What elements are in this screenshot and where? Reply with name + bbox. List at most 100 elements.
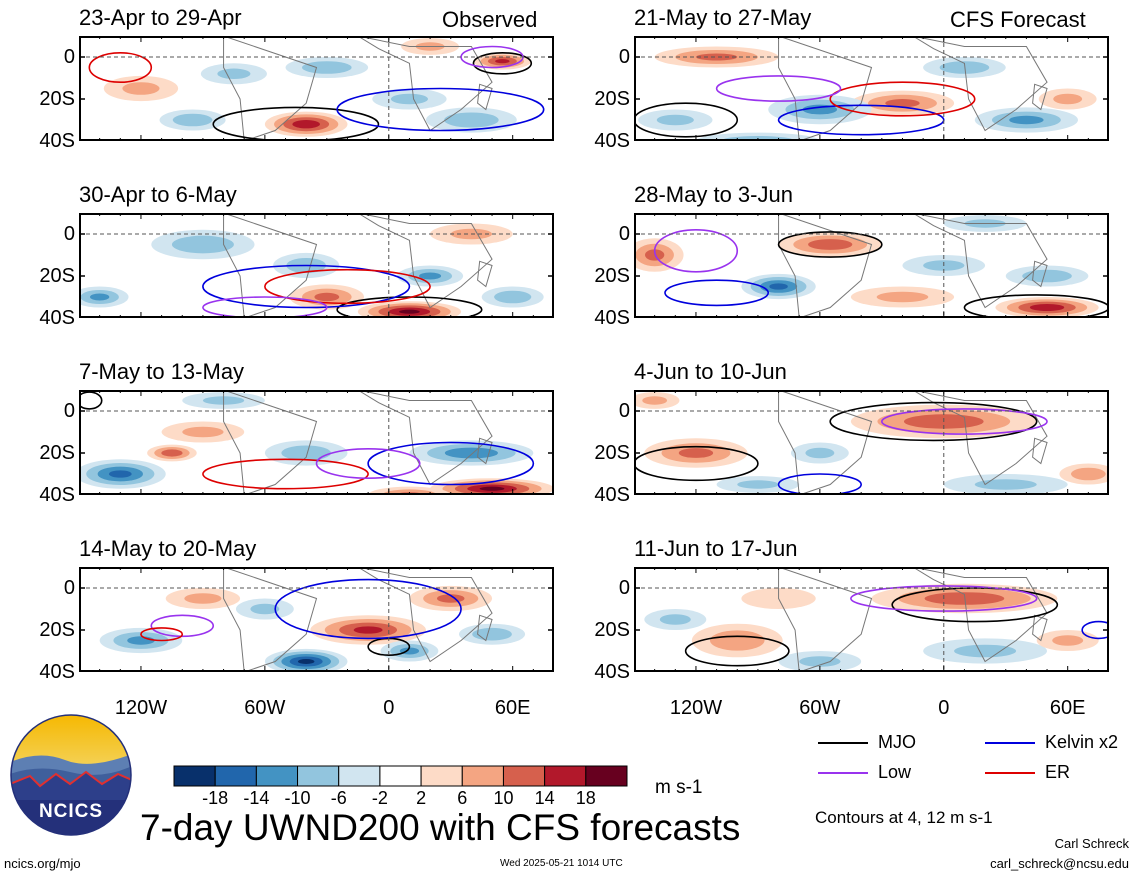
wind-anomaly-shading (737, 480, 779, 489)
colorbar-swatch (255, 765, 299, 787)
panel-frame (79, 390, 554, 495)
madagascar-outline (1032, 260, 1048, 288)
wind-anomaly-shading (769, 283, 788, 290)
y-tick-label: 20S (594, 88, 630, 110)
wind-anomaly-shading (161, 449, 183, 457)
wave-contour (472, 51, 533, 75)
wind-anomaly-shading (314, 292, 340, 302)
wind-anomaly-shading (656, 114, 694, 126)
madagascar-outline (1032, 614, 1048, 642)
colorbar-label: 18 (575, 788, 596, 808)
wind-anomaly-shading (184, 593, 222, 604)
logo-text: NCICS (38, 801, 104, 822)
y-tick-label: 0 (618, 46, 630, 68)
author-email[interactable]: carl_schreck@ncsu.edu (990, 856, 1129, 871)
panel-title: 7-May to 13-May (79, 359, 245, 384)
africa-outline (357, 36, 493, 132)
wave-contour (684, 635, 790, 667)
author: Carl Schreck (1054, 836, 1129, 851)
x-tick-label: 60W (799, 697, 841, 719)
y-tick-label: 40S (594, 661, 630, 683)
panel-frame (634, 36, 1109, 141)
wind-anomaly-shading (297, 658, 315, 665)
y-tick-label: 20S (39, 265, 75, 287)
wave-contour (777, 231, 883, 258)
panel-map (634, 390, 1109, 495)
wind-anomaly-shading (954, 644, 1017, 658)
panel-title: 23-Apr to 29-Apr (79, 5, 242, 30)
wave-contour (1081, 620, 1109, 640)
wave-contour (829, 401, 1038, 442)
wave-contour (202, 458, 369, 490)
colorbar-swatch (297, 765, 340, 787)
colorbar-label: 6 (457, 788, 468, 808)
legend-line (985, 772, 1035, 774)
wave-contour (202, 264, 411, 309)
wave-contour (150, 614, 215, 638)
panel-map (634, 567, 1109, 672)
colorbar-swatch (173, 765, 216, 787)
panel-map (79, 213, 554, 318)
y-tick-label: 0 (618, 400, 630, 422)
wind-anomaly-shading (495, 59, 510, 64)
y-tick-label: 20S (594, 442, 630, 464)
wind-anomaly-shading (217, 68, 251, 80)
y-tick-label: 20S (39, 619, 75, 641)
wind-anomaly-shading (659, 614, 691, 625)
panel-map (634, 213, 1109, 318)
panel-title: 28-May to 3-Jun (634, 182, 793, 207)
wave-contour (634, 445, 759, 482)
madagascar-outline (477, 83, 493, 111)
observed-label: Observed (442, 7, 538, 32)
wind-anomaly-shading (444, 112, 499, 128)
wave-contour (79, 391, 103, 410)
wind-anomaly-shading (122, 82, 160, 95)
panel-map (79, 567, 554, 672)
colorbar-swatch (338, 765, 381, 787)
africa-outline (912, 36, 1048, 132)
wind-anomaly-shading (292, 120, 320, 129)
africa-outline (357, 390, 493, 486)
south-america-outline (778, 213, 873, 318)
colorbar-swatch (585, 765, 628, 787)
colorbar-label: -10 (284, 788, 311, 808)
wind-anomaly-shading (642, 396, 668, 405)
wave-contour (829, 81, 976, 117)
wind-anomaly-shading (182, 426, 224, 438)
x-tick-label: 0 (938, 697, 950, 719)
wind-anomaly-shading (171, 235, 234, 254)
wave-contour (140, 627, 184, 642)
africa-outline (357, 567, 493, 663)
wind-anomaly-shading (1009, 115, 1044, 125)
panel-map (634, 36, 1109, 141)
colorbar-unit: m s-1 (655, 777, 703, 798)
wind-anomaly-shading (353, 626, 383, 634)
main-title: 7-day UWND200 with CFS forecasts (140, 807, 741, 848)
wind-anomaly-shading (1053, 93, 1083, 105)
wave-contour (367, 441, 535, 486)
y-tick-label: 40S (39, 661, 75, 683)
wind-anomaly-shading (494, 290, 532, 304)
wave-contour (88, 51, 153, 83)
south-america-outline (778, 390, 873, 495)
wind-anomaly-shading (1071, 467, 1106, 481)
x-tick-label: 0 (383, 697, 395, 719)
legend-line (818, 772, 868, 774)
site-link[interactable]: ncics.org/mjo (4, 856, 81, 871)
south-america-outline (778, 567, 873, 672)
y-tick-label: 20S (39, 88, 75, 110)
panel-title: 14-May to 20-May (79, 536, 257, 561)
x-tick-label: 60E (1049, 697, 1086, 719)
south-america-outline (778, 36, 873, 141)
wind-anomaly-shading (678, 448, 714, 458)
cfs-forecast-label: CFS Forecast (950, 7, 1086, 32)
panel-map (79, 36, 554, 141)
legend-line (818, 742, 868, 744)
y-tick-label: 40S (39, 484, 75, 506)
legend-label: Low (878, 762, 912, 782)
y-tick-label: 0 (63, 400, 75, 422)
x-tick-label: 60E (494, 697, 531, 719)
wind-anomaly-shading (799, 656, 841, 667)
panel-title: 30-Apr to 6-May (79, 182, 237, 207)
wind-anomaly-shading (127, 636, 155, 645)
